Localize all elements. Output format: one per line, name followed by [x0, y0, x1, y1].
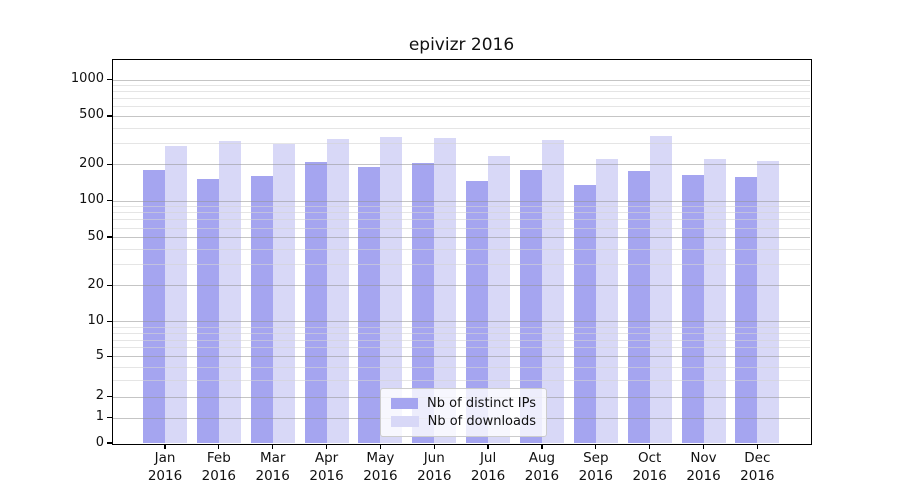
y-tick-mark	[107, 284, 112, 286]
x-tick-label: Aug 2016	[524, 450, 560, 484]
legend-label-downloads: Nb of downloads	[427, 414, 536, 429]
x-tick-mark	[164, 444, 166, 449]
legend-swatch-distinct-ips	[391, 398, 419, 409]
x-tick-label: Jul 2016	[470, 450, 506, 484]
bar-distinct-ips-feb	[196, 178, 219, 443]
bar-distinct-ips-jul	[466, 181, 489, 443]
y-tick-label: 2	[95, 388, 104, 404]
y-gridline-minor	[113, 106, 810, 108]
bar-distinct-ips-nov	[681, 174, 704, 443]
x-tick-label: Dec 2016	[740, 450, 775, 484]
y-gridline-minor	[113, 142, 810, 144]
legend-swatch-downloads	[391, 416, 419, 427]
y-tick-mark	[107, 236, 112, 238]
x-tick-mark	[541, 444, 543, 449]
x-tick-label: May 2016	[363, 450, 398, 484]
bar-downloads-nov	[703, 158, 726, 443]
plot-area	[113, 60, 810, 443]
y-tick-mark	[107, 163, 112, 165]
bar-downloads-jun	[434, 137, 457, 443]
y-tick-label: 1	[95, 409, 104, 425]
x-tick-mark	[487, 444, 489, 449]
x-tick-label: Sep 2016	[578, 450, 613, 484]
x-tick-mark	[379, 444, 382, 449]
y-tick-label: 100	[79, 192, 104, 208]
y-tick-mark	[107, 200, 112, 202]
y-gridline-major	[113, 115, 810, 117]
y-gridline-minor	[113, 127, 810, 129]
bar-downloads-jan	[165, 145, 187, 443]
x-tick-label: Nov 2016	[686, 450, 721, 484]
legend: Nb of distinct IPs Nb of downloads	[380, 388, 547, 437]
y-tick-mark	[107, 355, 112, 357]
bar-distinct-ips-oct	[627, 171, 650, 443]
y-tick-label: 5	[95, 347, 104, 363]
x-tick-mark	[433, 444, 435, 449]
y-tick-label: 0	[95, 434, 104, 450]
x-tick-mark	[595, 444, 597, 449]
x-tick-mark	[702, 444, 705, 449]
x-tick-mark	[756, 444, 758, 449]
bar-distinct-ips-dec	[735, 177, 758, 443]
y-tick-label: 10	[87, 312, 104, 328]
bar-downloads-dec	[757, 161, 780, 443]
legend-item-distinct-ips: Nb of distinct IPs	[391, 396, 536, 411]
y-tick-label: 500	[79, 107, 104, 123]
y-tick-mark	[107, 395, 112, 398]
y-tick-label: 50	[87, 228, 104, 244]
bar-distinct-ips-mar	[250, 175, 273, 443]
bar-downloads-mar	[272, 143, 295, 443]
bar-downloads-feb	[218, 140, 241, 443]
y-gridline-minor	[113, 98, 810, 100]
y-tick-mark	[107, 115, 112, 117]
legend-item-downloads: Nb of downloads	[391, 414, 536, 429]
y-gridline-minor	[113, 91, 810, 93]
x-tick-label: Feb 2016	[201, 450, 237, 484]
x-tick-label: Mar 2016	[255, 450, 290, 484]
x-tick-mark	[272, 444, 274, 449]
y-tick-label: 1000	[70, 71, 104, 86]
bar-distinct-ips-may	[358, 166, 381, 443]
y-tick-mark	[107, 442, 112, 444]
bar-distinct-ips-apr	[304, 161, 327, 443]
y-gridline-major	[113, 79, 810, 81]
x-tick-mark	[649, 444, 651, 449]
bar-downloads-oct	[649, 135, 672, 443]
bar-distinct-ips-jun	[412, 162, 435, 443]
x-tick-label: Oct 2016	[632, 450, 667, 484]
bar-distinct-ips-jan	[143, 170, 165, 443]
x-tick-mark	[325, 444, 328, 449]
y-tick-label: 200	[79, 155, 104, 171]
y-gridline-minor	[113, 85, 810, 87]
y-tick-mark	[107, 320, 112, 322]
bar-downloads-apr	[326, 138, 349, 443]
bar-downloads-sep	[595, 158, 618, 443]
x-tick-label: Jan 2016	[147, 450, 183, 484]
bar-distinct-ips-sep	[573, 184, 596, 443]
y-tick-mark	[107, 78, 112, 81]
chart-title: epivizr 2016	[408, 35, 515, 55]
x-tick-label: Jun 2016	[417, 450, 452, 484]
legend-label-distinct-ips: Nb of distinct IPs	[427, 396, 536, 411]
y-tick-mark	[107, 417, 112, 419]
x-tick-label: Apr 2016	[309, 450, 344, 484]
x-tick-mark	[218, 444, 220, 449]
y-tick-label: 20	[87, 276, 104, 292]
